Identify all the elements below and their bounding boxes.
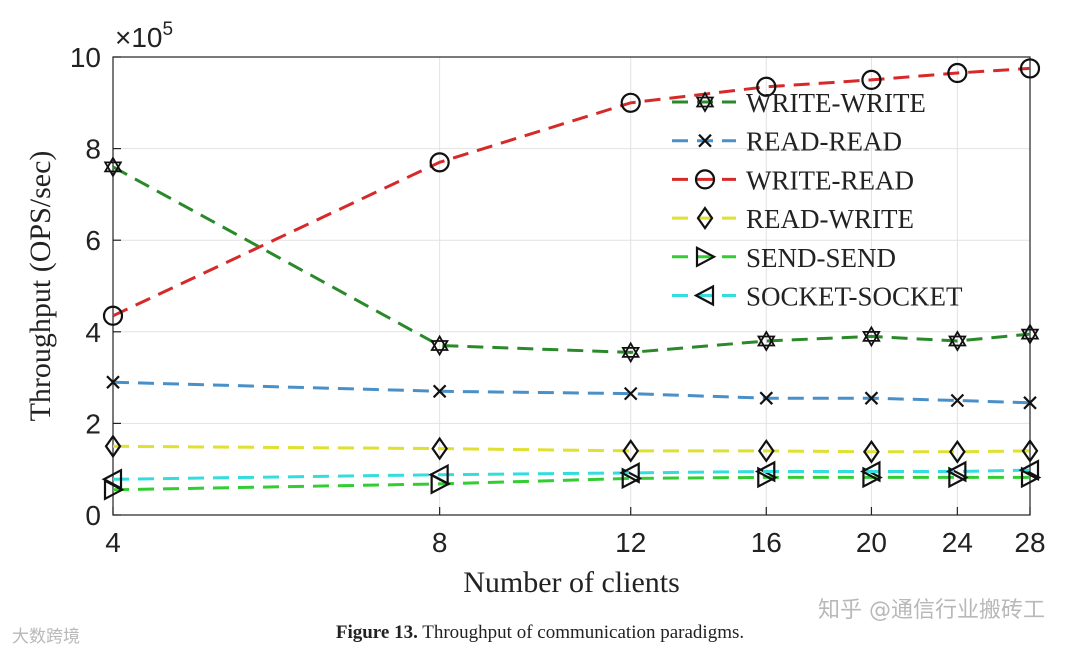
legend-marker	[695, 91, 715, 113]
y-tick-label: 10	[70, 42, 101, 73]
legend: WRITE-WRITE READ-READ WRITE-READ READ-WRITE…	[672, 88, 963, 312]
data-point	[432, 384, 447, 399]
data-point	[621, 341, 641, 364]
data-point	[860, 460, 881, 483]
y-tick-label: 6	[85, 225, 101, 256]
data-point	[429, 152, 450, 173]
data-point	[1019, 58, 1041, 79]
series-group	[101, 58, 1042, 501]
legend-label: SEND-SEND	[746, 243, 896, 273]
data-point	[759, 391, 774, 405]
figure-caption-label: Figure 13.	[335, 622, 418, 643]
legend-marker	[693, 284, 715, 307]
x-tick-label: 20	[856, 527, 887, 558]
legend-label: READ-WRITE	[746, 204, 914, 234]
x-tick-label: 16	[751, 527, 782, 558]
data-point	[864, 391, 879, 405]
data-point	[863, 439, 880, 464]
data-point	[947, 62, 968, 84]
series-line	[112, 165, 1031, 354]
data-point	[862, 325, 881, 348]
data-point	[950, 393, 965, 408]
x-axis-label: Number of clients	[463, 566, 680, 599]
x-tick-label: 28	[1014, 527, 1045, 558]
x-tick-label: 8	[432, 527, 448, 558]
watermark-right: 知乎 @通信行业搬砖工	[818, 598, 1045, 623]
data-point	[948, 466, 969, 489]
legend-item: WRITE-READ	[672, 165, 914, 195]
data-point	[861, 69, 882, 91]
data-point	[949, 439, 966, 464]
legend-label: WRITE-WRITE	[746, 88, 926, 118]
plot-area-frame	[112, 56, 1031, 516]
data-point	[1018, 459, 1040, 481]
y-tick-label: 0	[85, 500, 101, 531]
data-point	[1021, 438, 1039, 463]
series-line	[112, 380, 1031, 405]
legend-marker	[696, 206, 714, 231]
x-tick-label: 4	[105, 527, 121, 558]
data-point	[106, 375, 120, 389]
x-tick-label: 24	[942, 527, 973, 558]
y-tick-label: 8	[85, 134, 101, 165]
data-point	[619, 462, 640, 484]
data-point	[948, 330, 967, 352]
data-point	[622, 438, 640, 463]
y-tick-label: 2	[85, 408, 101, 439]
x-tick-label: 12	[615, 527, 646, 558]
legend-label: SOCKET-SOCKET	[746, 282, 963, 312]
y-axis-exponent: ×105	[115, 19, 173, 53]
data-point	[103, 156, 123, 178]
legend-label: WRITE-READ	[746, 165, 914, 195]
data-point	[946, 460, 967, 483]
legend-label: READ-READ	[746, 127, 902, 157]
series-read-write	[104, 434, 1039, 464]
watermark-left: 大数跨境	[12, 627, 80, 647]
data-point	[104, 434, 122, 459]
data-point	[101, 468, 123, 491]
data-point	[1020, 466, 1042, 489]
y-tick-label: 4	[85, 317, 101, 348]
data-point	[1023, 396, 1037, 410]
legend-marker	[698, 133, 712, 148]
series-write-read	[102, 58, 1041, 326]
data-point	[430, 334, 449, 357]
figure-caption: Figure 13. Throughput of communication p…	[0, 622, 1080, 644]
data-point	[1020, 323, 1040, 345]
data-point	[621, 467, 643, 490]
data-point	[623, 386, 638, 401]
y-axis-label: Throughput (OPS/sec)	[24, 151, 57, 422]
legend-item: WRITE-WRITE	[672, 88, 926, 118]
data-point	[754, 460, 776, 483]
series-read-read	[106, 375, 1037, 410]
legend-item: SEND-SEND	[672, 243, 896, 273]
series-write-write	[103, 156, 1040, 364]
legend-item: SOCKET-SOCKET	[672, 282, 963, 312]
series-line	[112, 66, 1031, 318]
series-line	[112, 475, 1030, 492]
data-point	[757, 438, 775, 463]
series-line	[112, 444, 1031, 454]
series-socket-socket	[101, 459, 1040, 491]
legend-item: READ-READ	[672, 127, 902, 157]
data-point	[428, 463, 449, 486]
data-point	[431, 436, 448, 461]
data-point	[620, 92, 641, 113]
data-point	[756, 76, 777, 97]
legend-marker	[694, 169, 716, 190]
data-point	[756, 330, 776, 352]
legend-item: READ-WRITE	[672, 204, 914, 234]
legend-marker	[695, 245, 717, 268]
series-line	[112, 468, 1031, 481]
figure-caption-text: Throughput of communication paradigms.	[422, 622, 745, 643]
data-point	[102, 305, 124, 326]
